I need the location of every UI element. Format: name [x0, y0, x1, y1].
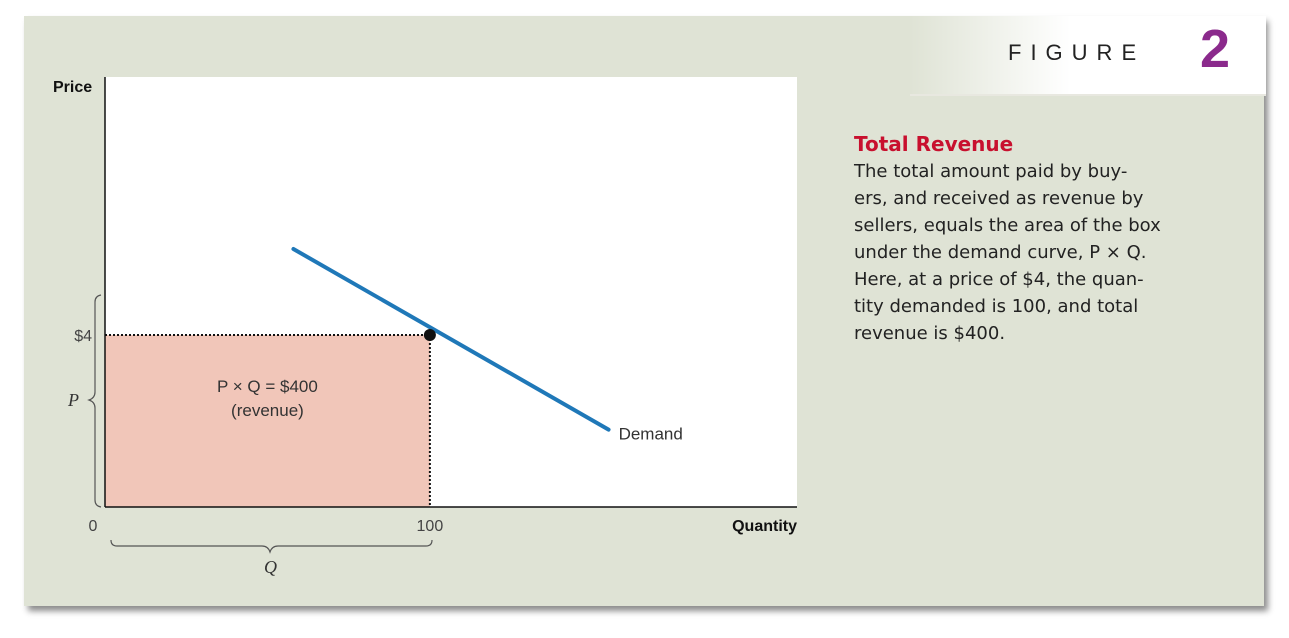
figure-number: 2: [1200, 19, 1231, 79]
price-brace: [87, 294, 102, 508]
y-tick-label: $4: [74, 328, 92, 345]
x-axis-label: Quantity: [732, 518, 797, 535]
figure-header-band: [910, 16, 1266, 96]
y-axis-label: Price: [53, 79, 92, 96]
equilibrium-point: [423, 329, 436, 341]
caption-title: Total Revenue: [854, 132, 1014, 156]
demand-curve: [291, 247, 611, 432]
caption-line: under the demand curve, P × Q.: [854, 242, 1147, 263]
figure-word: FIGURE: [1008, 40, 1146, 65]
revenue-box-label: P × Q = $400: [217, 377, 318, 396]
caption-line: Here, at a price of $4, the quan-: [854, 269, 1144, 290]
caption-line: The total amount paid by buy-: [854, 161, 1128, 182]
caption-line: ers, and received as revenue by: [854, 188, 1144, 209]
revenue-box-sublabel: (revenue): [231, 401, 304, 420]
x-tick-label-100: 100: [417, 518, 444, 535]
caption-line: tity demanded is 100, and total: [854, 296, 1139, 317]
caption-line: revenue is $400.: [854, 323, 1006, 344]
caption: Total Revenue The total amount paid by b…: [854, 132, 1214, 347]
quantity-brace: [110, 539, 433, 554]
quantity-brace-label: Q: [264, 557, 277, 577]
price-brace-label: P: [67, 390, 79, 410]
caption-line: sellers, equals the area of the box: [854, 215, 1161, 236]
demand-series-label: Demand: [619, 425, 683, 444]
caption-body: The total amount paid by buy- ers, and r…: [854, 158, 1214, 347]
x-tick-label-0: 0: [89, 518, 98, 535]
revenue-box: [105, 335, 430, 507]
